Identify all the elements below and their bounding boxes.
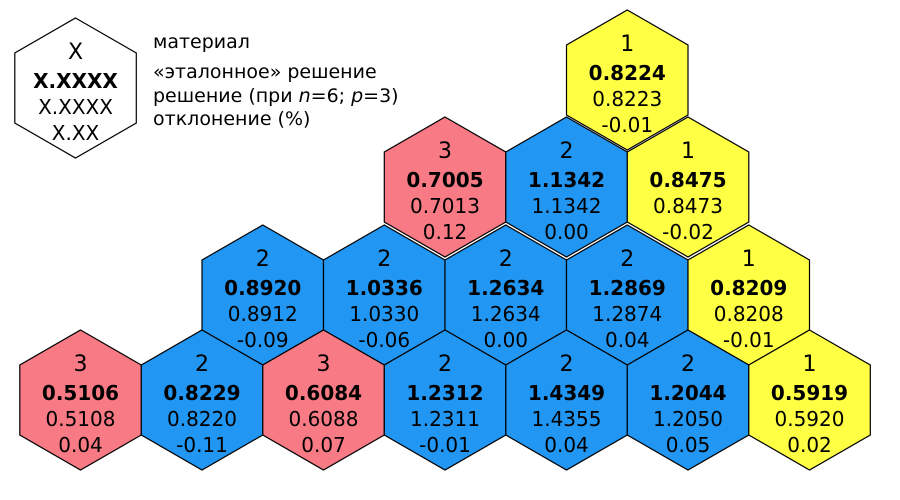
legend-label-material: материал xyxy=(153,31,250,53)
hex-cell-r2-c1-solution: 1.0330 xyxy=(349,302,419,326)
hex-cell-r3-c0-solution: 0.5108 xyxy=(46,407,116,431)
hex-cell-r3-c2-solution: 0.6088 xyxy=(289,407,359,431)
hex-cell-r3-c3-material: 2 xyxy=(438,352,452,377)
hex-cell-r1-c0-solution: 0.7013 xyxy=(410,194,480,218)
hex-cell-r3-c3-deviation: -0.01 xyxy=(419,433,471,457)
hex-cell-r3-c2-material: 3 xyxy=(317,352,331,377)
hex-cell-r3-c1-reference: 0.8229 xyxy=(163,381,240,405)
hex-cell-r3-c2-reference: 0.6084 xyxy=(285,381,362,405)
hex-cell-r2-c2-material: 2 xyxy=(499,247,513,272)
hex-cell-r3-c4-deviation: 0.04 xyxy=(544,433,589,457)
hex-cell-r0-c0-shape xyxy=(565,9,689,151)
hex-cell-r1-c1-reference: 1.1342 xyxy=(528,168,605,192)
hex-cell-r3-c0-material: 3 xyxy=(74,352,88,377)
hex-cell-r3-c6-shape xyxy=(748,329,871,471)
hex-cell-r3-c1-solution: 0.8220 xyxy=(167,407,237,431)
hex-cell-r2-c3-deviation: 0.04 xyxy=(605,328,650,352)
hex-cell-r1-c1-deviation: 0.00 xyxy=(544,220,589,244)
hex-cell-r1-c2-solution: 0.8473 xyxy=(653,194,723,218)
hex-cell-r1-c2-shape xyxy=(626,116,750,258)
hex-cell-r3-c6-solution: 0.5920 xyxy=(775,407,845,431)
hex-cell-r2-c2-solution: 1.2634 xyxy=(471,302,541,326)
legend-hex-deviation: X.XX xyxy=(52,121,100,145)
hex-cell-r2-c4-deviation: -0.01 xyxy=(723,328,775,352)
hex-cell-r3-c0-deviation: 0.04 xyxy=(58,433,103,457)
legend-hex-material: X xyxy=(68,40,83,65)
hex-cell-grid: 10.82240.8223-0.0130.70050.70130.1221.13… xyxy=(19,9,871,471)
hex-cell-r3-c6-deviation: 0.02 xyxy=(787,433,832,457)
hex-cell-r0-c0-deviation: -0.01 xyxy=(601,113,653,137)
hex-cell-r3-c2-deviation: 0.07 xyxy=(301,433,346,457)
legend-hex-shape xyxy=(14,17,137,159)
legend-hex-reference: X.XXXX xyxy=(33,69,118,93)
hex-cell-r3-c6-material: 1 xyxy=(803,352,817,377)
hex-cell-r1-c0-deviation: 0.12 xyxy=(423,220,468,244)
hex-cell-r2-c3-solution: 1.2874 xyxy=(592,302,662,326)
hex-cell-r2-c1-reference: 1.0336 xyxy=(346,276,423,300)
hex-cell-r3-c1-deviation: -0.11 xyxy=(176,433,228,457)
hex-cell-r1-c0-material: 3 xyxy=(438,139,452,164)
legend-label-reference: «эталонное» решение xyxy=(153,61,377,83)
hex-cell-r3-c5-deviation: 0.05 xyxy=(666,433,711,457)
hex-cell-r3-c4-solution: 1.4355 xyxy=(532,407,602,431)
hex-cell-r1-c1-material: 2 xyxy=(560,139,574,164)
hex-cell-r3-c4-material: 2 xyxy=(560,352,574,377)
hex-cell-r2-c2-deviation: 0.00 xyxy=(483,328,528,352)
hex-cell-r2-c0-reference: 0.8920 xyxy=(224,276,301,300)
hex-cell-r0-c0-material: 1 xyxy=(620,32,634,57)
hex-cell-r0-c0-solution: 0.8223 xyxy=(592,87,662,111)
hex-cell-r3-c5-solution: 1.2050 xyxy=(653,407,723,431)
hex-cell-r3-c1-material: 2 xyxy=(195,352,209,377)
hex-cell-r2-c3-reference: 1.2869 xyxy=(589,276,666,300)
legend-hex-solution: X.XXXX xyxy=(38,95,113,119)
hex-cell-r1-c2-material: 1 xyxy=(681,139,695,164)
hex-cell-r2-c1-material: 2 xyxy=(377,247,391,272)
hex-cell-r1-c0-reference: 0.7005 xyxy=(406,168,483,192)
hex-cell-r2-c0-material: 2 xyxy=(256,247,270,272)
hex-cell-r3-c6-reference: 0.5919 xyxy=(771,381,848,405)
legend-label-deviation: отклонение (%) xyxy=(153,108,311,130)
hex-cell-r1-c1-solution: 1.1342 xyxy=(532,194,602,218)
hex-cell-r3-c3-solution: 1.2311 xyxy=(410,407,480,431)
hex-cell-r2-c1-deviation: -0.06 xyxy=(358,328,410,352)
hex-cell-r3-c5-reference: 1.2044 xyxy=(649,381,726,405)
hex-cell-r3-c3-reference: 1.2312 xyxy=(406,381,483,405)
hex-cell-r2-c0-solution: 0.8912 xyxy=(228,302,298,326)
hex-cell-r2-c4-solution: 0.8208 xyxy=(714,302,784,326)
hex-cell-r1-c2-reference: 0.8475 xyxy=(649,168,726,192)
hex-cell-r2-c4-reference: 0.8209 xyxy=(710,276,787,300)
legend-label-solution: решение (при n=6; p=3) xyxy=(153,85,399,107)
hex-cell-r2-c2-reference: 1.2634 xyxy=(467,276,544,300)
hex-cell-r2-c3-material: 2 xyxy=(620,247,634,272)
hex-cell-r2-c0-deviation: -0.09 xyxy=(237,328,289,352)
hex-cell-r0-c0-reference: 0.8224 xyxy=(589,61,666,85)
hex-cell-r3-c4-reference: 1.4349 xyxy=(528,381,605,405)
hex-cell-r1-c2-deviation: -0.02 xyxy=(662,220,714,244)
hex-cell-r2-c4-material: 1 xyxy=(742,247,756,272)
hex-cell-r3-c0-reference: 0.5106 xyxy=(42,381,119,405)
hex-cell-r3-c5-material: 2 xyxy=(681,352,695,377)
